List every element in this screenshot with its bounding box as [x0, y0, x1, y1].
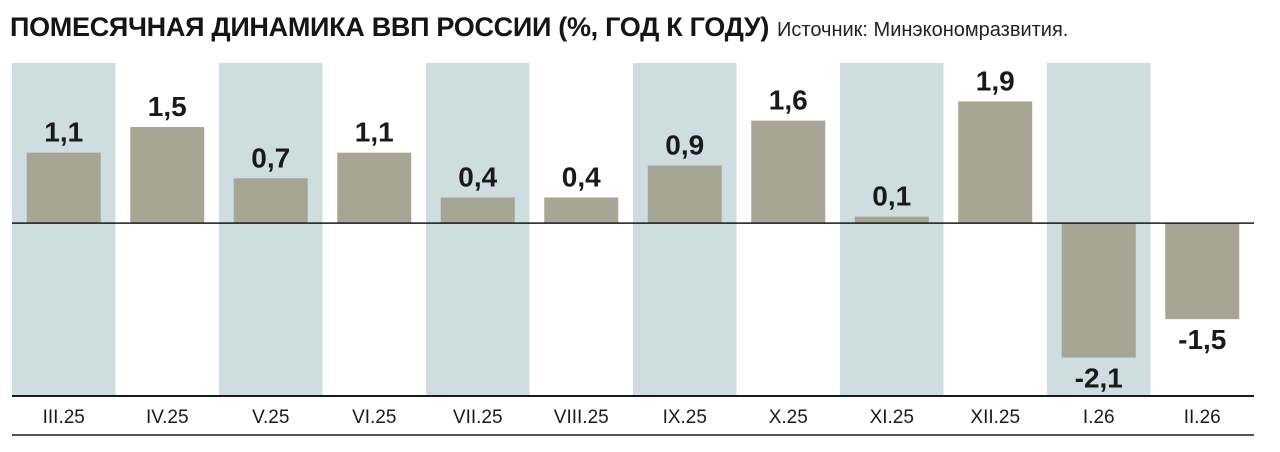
category-label: IX.25 [663, 407, 707, 428]
column-shade [633, 63, 737, 396]
column-shade [219, 63, 323, 396]
source-note: Источник: Минэкономразвития. [777, 19, 1069, 41]
column-shading [12, 63, 1151, 396]
value-label: 0,1 [872, 181, 911, 212]
bar [647, 165, 722, 224]
value-label: 1,1 [44, 117, 83, 148]
axes [12, 222, 1254, 436]
value-label: 0,9 [665, 129, 704, 160]
category-label: VII.25 [453, 407, 503, 428]
chart-header: ПОМЕСЯЧНАЯ ДИНАМИКА ВВП РОССИИ (%, ГОД К… [10, 12, 1272, 52]
value-label: -2,1 [1075, 363, 1123, 394]
bar [958, 101, 1033, 224]
bar [751, 120, 826, 224]
category-label: X.25 [769, 407, 808, 428]
column-shade [12, 63, 116, 396]
category-label: V.25 [252, 407, 289, 428]
category-label: VI.25 [352, 407, 396, 428]
value-label: -1,5 [1178, 324, 1226, 355]
bar [544, 197, 619, 224]
category-label: IV.25 [146, 407, 189, 428]
value-label: 0,4 [562, 161, 601, 192]
bar [1165, 223, 1240, 320]
category-label: III.25 [43, 407, 85, 428]
value-label: 1,1 [355, 117, 394, 148]
value-label: 1,9 [976, 65, 1015, 96]
bar [854, 216, 929, 224]
bar [130, 127, 205, 224]
category-label: I.26 [1083, 407, 1115, 428]
bar [337, 152, 412, 224]
value-label: 0,7 [251, 142, 290, 173]
value-labels: 1,1 1,5 0,7 1,1 0,4 0,4 0,9 1,6 0,1 1,9 -2,1 -1,5 [44, 65, 1226, 393]
bars [26, 101, 1240, 358]
column-shade [426, 63, 530, 396]
column-shade [840, 63, 944, 396]
category-label: XI.25 [870, 407, 914, 428]
category-label: XII.25 [970, 407, 1020, 428]
category-label: II.26 [1184, 407, 1221, 428]
value-label: 1,6 [769, 85, 808, 116]
value-label: 0,4 [458, 161, 497, 192]
value-label: 1,5 [148, 91, 187, 122]
bar [26, 152, 101, 224]
chart-title: ПОМЕСЯЧНАЯ ДИНАМИКА ВВП РОССИИ (%, ГОД К… [10, 12, 770, 42]
bar [233, 178, 308, 224]
category-label: VIII.25 [554, 407, 609, 428]
bar [1061, 223, 1136, 358]
category-labels: III.25 IV.25 V.25 VI.25 VII.25 VIII.25 IX.25 X.… [43, 407, 1221, 428]
bar [440, 197, 515, 224]
